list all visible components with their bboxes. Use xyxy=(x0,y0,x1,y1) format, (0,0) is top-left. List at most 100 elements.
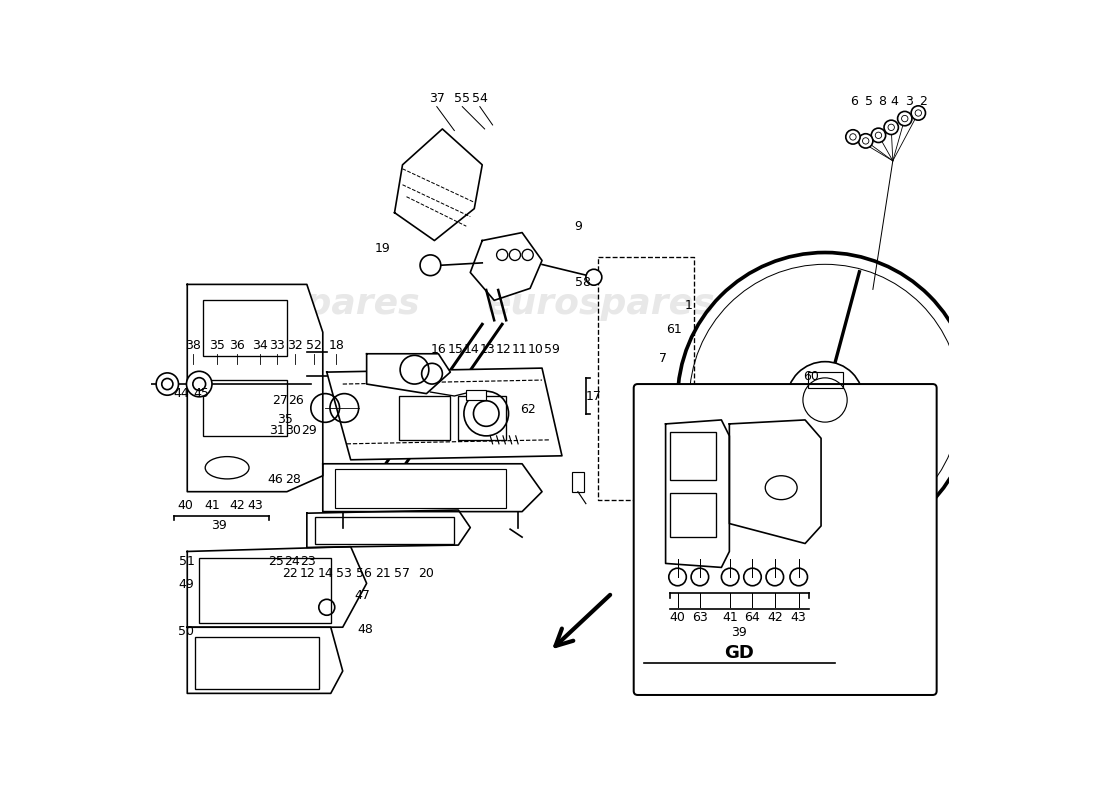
Text: 41: 41 xyxy=(723,611,738,624)
Text: 9: 9 xyxy=(574,220,582,233)
Bar xyxy=(459,396,506,440)
Text: 55: 55 xyxy=(454,92,471,105)
Bar xyxy=(204,380,287,436)
Circle shape xyxy=(884,120,899,134)
Circle shape xyxy=(420,255,441,276)
Circle shape xyxy=(744,568,761,586)
Bar xyxy=(334,470,506,508)
Text: 39: 39 xyxy=(211,519,227,533)
Circle shape xyxy=(187,371,212,397)
FancyBboxPatch shape xyxy=(634,384,937,695)
Circle shape xyxy=(156,373,178,395)
Text: 35: 35 xyxy=(209,339,224,352)
Text: 11: 11 xyxy=(512,343,528,356)
Text: 47: 47 xyxy=(354,589,370,602)
Bar xyxy=(315,517,454,543)
Text: 51: 51 xyxy=(178,554,195,567)
Text: 28: 28 xyxy=(285,474,301,486)
Text: 45: 45 xyxy=(194,387,210,400)
Text: 18: 18 xyxy=(329,339,344,352)
Text: 12: 12 xyxy=(300,567,316,580)
Text: 30: 30 xyxy=(285,424,301,437)
Bar xyxy=(466,390,486,400)
Text: 32: 32 xyxy=(287,339,303,352)
Text: 33: 33 xyxy=(270,339,285,352)
Text: 12: 12 xyxy=(496,343,512,356)
Bar xyxy=(807,372,843,388)
Text: 43: 43 xyxy=(791,611,806,624)
Circle shape xyxy=(786,362,864,438)
Text: 15: 15 xyxy=(448,343,464,356)
Text: 29: 29 xyxy=(301,424,317,437)
Text: 63: 63 xyxy=(692,611,707,624)
Text: 40: 40 xyxy=(670,611,685,624)
Text: 27: 27 xyxy=(273,394,288,406)
Text: 13: 13 xyxy=(480,343,496,356)
Polygon shape xyxy=(307,510,471,547)
Polygon shape xyxy=(187,627,343,694)
Polygon shape xyxy=(729,420,821,543)
Text: 21: 21 xyxy=(375,567,390,580)
Circle shape xyxy=(898,111,912,126)
Text: 60: 60 xyxy=(804,370,820,382)
Text: 5: 5 xyxy=(865,94,873,107)
Text: 39: 39 xyxy=(732,626,747,639)
Circle shape xyxy=(846,130,860,144)
Bar xyxy=(195,637,319,689)
Text: 44: 44 xyxy=(174,387,189,400)
Text: 1: 1 xyxy=(685,299,693,313)
Text: eurospares: eurospares xyxy=(486,287,715,322)
Circle shape xyxy=(669,568,686,586)
Text: 46: 46 xyxy=(267,474,283,486)
Text: 26: 26 xyxy=(288,394,305,406)
Text: 14: 14 xyxy=(317,567,333,580)
Polygon shape xyxy=(395,129,482,241)
Text: 54: 54 xyxy=(472,92,487,105)
Text: 34: 34 xyxy=(252,339,267,352)
Text: eurospares: eurospares xyxy=(191,287,420,322)
Text: 19: 19 xyxy=(375,242,390,255)
Text: 10: 10 xyxy=(528,343,543,356)
Polygon shape xyxy=(366,354,450,394)
Text: 50: 50 xyxy=(178,625,195,638)
Circle shape xyxy=(790,568,807,586)
Circle shape xyxy=(766,568,783,586)
Text: 17: 17 xyxy=(586,390,602,402)
Text: 49: 49 xyxy=(178,578,195,591)
Polygon shape xyxy=(187,285,322,492)
Text: 2: 2 xyxy=(920,94,927,107)
Text: 22: 22 xyxy=(283,567,298,580)
Bar xyxy=(398,396,450,440)
Text: 42: 42 xyxy=(767,611,783,624)
Text: 3: 3 xyxy=(905,94,913,107)
Bar xyxy=(666,426,682,436)
Polygon shape xyxy=(666,420,729,567)
Text: 41: 41 xyxy=(205,498,220,512)
Text: 48: 48 xyxy=(358,623,373,636)
Circle shape xyxy=(911,106,925,120)
Polygon shape xyxy=(327,368,562,460)
Text: 40: 40 xyxy=(177,498,192,512)
Text: 58: 58 xyxy=(575,275,592,289)
Bar xyxy=(204,300,287,356)
Circle shape xyxy=(722,568,739,586)
Text: 24: 24 xyxy=(284,555,299,568)
Circle shape xyxy=(871,128,886,142)
Bar xyxy=(805,421,820,430)
Circle shape xyxy=(858,134,873,148)
Text: 61: 61 xyxy=(667,323,682,336)
Text: 20: 20 xyxy=(418,567,434,580)
Circle shape xyxy=(691,568,708,586)
Text: 42: 42 xyxy=(230,498,245,512)
Text: 36: 36 xyxy=(229,339,244,352)
Text: 35: 35 xyxy=(277,414,294,426)
Bar xyxy=(671,458,689,468)
Text: 7: 7 xyxy=(659,352,668,365)
Polygon shape xyxy=(471,233,542,300)
Text: 23: 23 xyxy=(300,555,316,568)
Text: 43: 43 xyxy=(248,498,263,512)
Text: 25: 25 xyxy=(267,555,284,568)
Text: 64: 64 xyxy=(745,611,760,624)
Text: 16: 16 xyxy=(430,343,447,356)
Polygon shape xyxy=(322,464,542,512)
